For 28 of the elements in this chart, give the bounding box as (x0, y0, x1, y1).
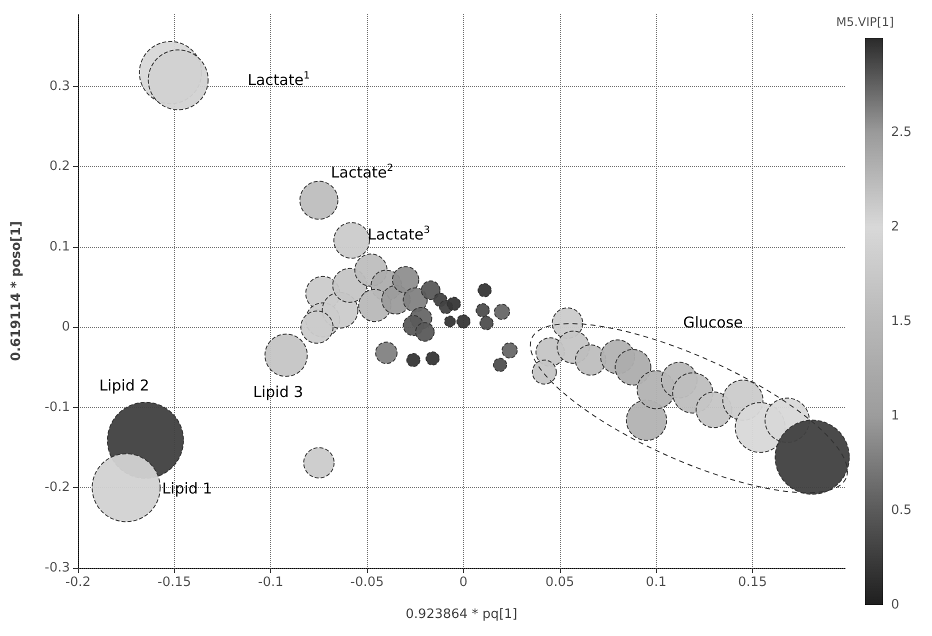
y-tick-label: 0 (62, 320, 70, 335)
y-tick-label: 0.1 (49, 239, 70, 254)
y-tick-label: -0.1 (44, 400, 70, 415)
x-tick-label: 0.1 (646, 575, 666, 590)
x-tick-label: -0.2 (65, 575, 91, 590)
color-bar-label: 0 (891, 598, 900, 612)
x-tick-label: -0.15 (158, 575, 192, 590)
y-tick-label: 0.3 (49, 78, 70, 94)
y-axis-title: 0.619114 * poso[1] (9, 221, 24, 361)
color-bar-label: 2.5 (891, 125, 912, 140)
y-tick-label: -0.2 (44, 480, 70, 496)
color-bar-label: 1.5 (891, 314, 912, 329)
y-tick-label: -0.3 (44, 560, 70, 576)
x-tick-label: 0 (459, 575, 468, 590)
annotation: Lipid 2 (99, 376, 150, 395)
x-tick-label: 0.15 (738, 575, 767, 590)
annotation: Lipid 1 (162, 480, 212, 498)
color-bar-label: 2 (891, 220, 900, 234)
x-tick-label: 0.05 (545, 575, 574, 590)
y-tick-label: 0.2 (49, 159, 70, 174)
color-bar-label: 1 (891, 408, 900, 424)
annotation: Lipid 3 (253, 383, 304, 402)
color-bar-title: M5.VIP[1] (836, 15, 894, 29)
x-tick-label: -0.1 (258, 575, 284, 590)
color-bar-label: 0.5 (891, 503, 912, 518)
x-tick-label: -0.05 (350, 575, 384, 590)
annotation: Glucose (683, 313, 743, 332)
x-axis-title: 0.923864 * pq[1] (406, 607, 518, 622)
